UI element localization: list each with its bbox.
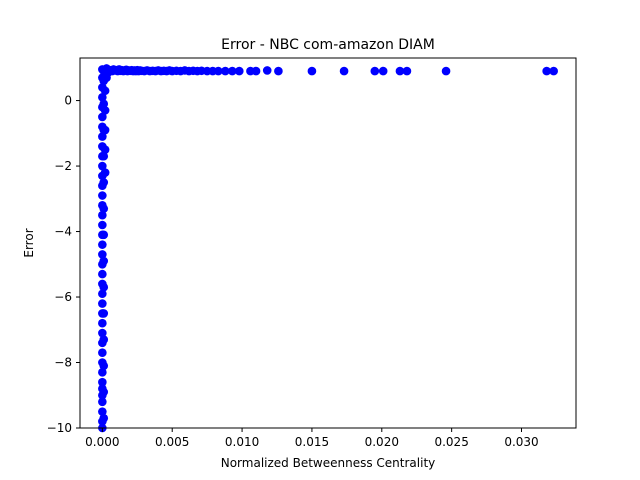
- data-point: [378, 66, 388, 76]
- data-point: [98, 240, 107, 249]
- data-point: [98, 377, 107, 387]
- data-point: [98, 368, 107, 377]
- data-point: [98, 132, 107, 141]
- data-point: [98, 269, 107, 279]
- data-point: [99, 204, 109, 213]
- data-point: [98, 161, 107, 171]
- y-tick-label: −8: [54, 356, 72, 370]
- chart-title: Error - NBC com-amazon DIAM: [221, 37, 435, 53]
- data-point: [98, 289, 107, 299]
- data-point: [100, 125, 110, 135]
- x-axis-ticks: 0.000 0.005 0.010 0.015 0.020 0.025 0.030: [85, 428, 539, 449]
- data-point: [99, 178, 109, 187]
- x-tick-label: 0.005: [155, 435, 189, 449]
- data-point: [99, 230, 109, 240]
- data-point: [98, 397, 107, 407]
- data-point: [99, 256, 109, 266]
- y-tick-label: 0: [64, 94, 72, 108]
- data-point: [98, 407, 107, 416]
- data-point: [99, 151, 109, 161]
- data-point: [99, 413, 109, 423]
- y-tick-label: −4: [54, 225, 72, 239]
- data-point: [99, 309, 109, 318]
- y-tick-label: −10: [47, 421, 72, 435]
- y-axis-label: Error: [22, 228, 36, 257]
- data-point: [307, 66, 317, 76]
- data-point: [98, 250, 107, 259]
- x-tick-label: 0.025: [434, 435, 468, 449]
- data-point: [98, 318, 107, 328]
- data-point: [99, 361, 109, 371]
- data-point: [100, 168, 110, 177]
- x-tick-label: 0.030: [504, 435, 538, 449]
- y-tick-label: −2: [54, 159, 72, 173]
- data-point: [98, 220, 107, 230]
- data-point: [234, 66, 244, 76]
- x-tick-label: 0.000: [85, 435, 119, 449]
- data-point: [98, 299, 107, 308]
- data-point: [221, 66, 230, 76]
- data-point: [395, 66, 405, 76]
- data-point: [99, 387, 109, 397]
- data-point: [100, 145, 110, 154]
- data-point: [100, 106, 110, 115]
- data-point: [99, 335, 109, 344]
- y-axis-ticks: 0 −2 −4 −6 −8 −10: [47, 94, 80, 435]
- data-point: [339, 66, 349, 76]
- x-tick-label: 0.020: [365, 435, 399, 449]
- data-point: [98, 348, 107, 357]
- plot-frame: [79, 57, 577, 429]
- data-point: [100, 86, 110, 96]
- data-point: [98, 328, 107, 338]
- data-point: [98, 210, 107, 220]
- x-axis-label: Normalized Betweenness Centrality: [221, 456, 436, 470]
- data-point: [99, 282, 109, 292]
- data-point: [227, 66, 237, 76]
- data-point: [98, 92, 107, 102]
- x-tick-label: 0.015: [295, 435, 329, 449]
- data-point: [542, 66, 551, 76]
- data-point: [549, 66, 558, 76]
- data-point: [214, 66, 223, 76]
- data-point: [441, 66, 451, 76]
- y-tick-label: −6: [54, 290, 72, 304]
- data-point: [370, 66, 380, 76]
- data-point: [274, 66, 283, 76]
- data-point: [402, 66, 412, 76]
- data-point: [98, 112, 107, 122]
- x-tick-label: 0.010: [225, 435, 259, 449]
- data-point: [251, 66, 261, 76]
- data-point: [98, 191, 107, 200]
- data-point: [262, 66, 272, 75]
- data-points: [98, 64, 558, 433]
- data-point: [99, 99, 109, 109]
